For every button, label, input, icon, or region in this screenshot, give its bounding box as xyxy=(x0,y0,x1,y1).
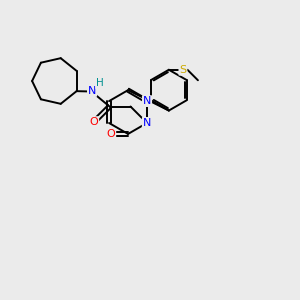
Text: N: N xyxy=(143,118,151,128)
Text: O: O xyxy=(106,129,115,139)
Text: N: N xyxy=(143,118,151,128)
Text: H: H xyxy=(96,78,104,88)
Text: S: S xyxy=(179,65,187,75)
Text: N: N xyxy=(88,86,96,96)
Text: N: N xyxy=(143,96,151,106)
Text: O: O xyxy=(89,117,98,127)
